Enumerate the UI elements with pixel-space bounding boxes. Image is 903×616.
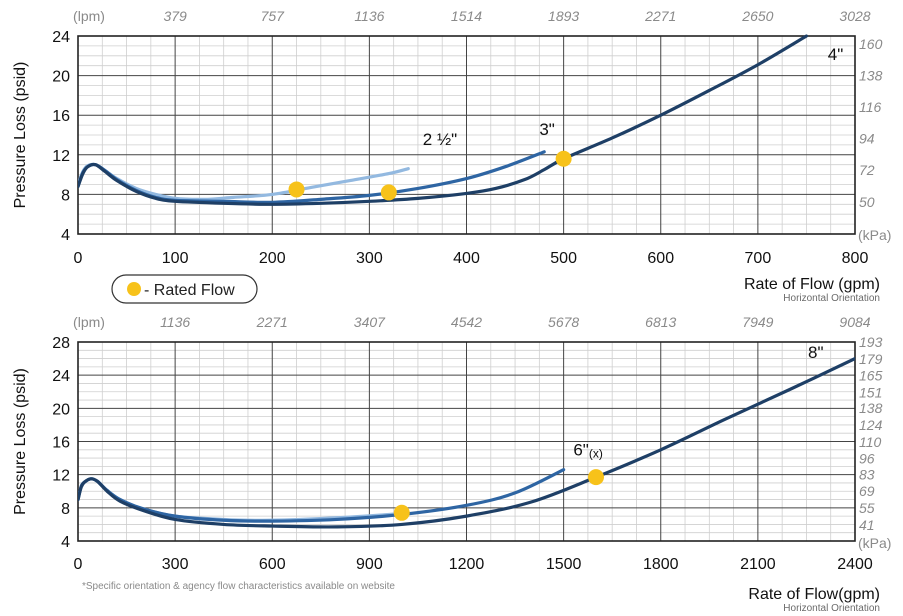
rated-flow-point: [588, 469, 604, 486]
right-tick-label: 110: [859, 434, 882, 450]
x-tick-label: 100: [162, 250, 189, 267]
series-annotation: 8": [808, 343, 824, 362]
y-tick-label: 8: [61, 187, 70, 204]
right-tick-label: 55: [859, 500, 875, 516]
y-tick-label: 12: [52, 148, 70, 165]
x-tick-label: 600: [647, 250, 674, 267]
top-tick-label: 2271: [644, 8, 676, 24]
footnote: *Specific orientation & agency flow char…: [82, 581, 395, 592]
series-line: [78, 34, 809, 206]
top-axis-unit: (lpm): [73, 314, 105, 330]
series-annotation: 6"(x): [573, 441, 603, 461]
top-tick-label: 757: [261, 8, 286, 24]
right-tick-label: 193: [859, 334, 883, 350]
top-tick-label: 3028: [839, 8, 870, 24]
y-tick-label: 4: [61, 227, 70, 244]
top-tick-label: 7949: [742, 314, 773, 330]
right-tick-label: 50: [859, 194, 875, 210]
right-tick-label: 94: [859, 131, 875, 147]
x-axis-title: Rate of Flow(gpm): [748, 586, 880, 603]
x-tick-label: 2400: [837, 556, 873, 573]
y-tick-label: 4: [61, 534, 70, 551]
y-tick-label: 16: [52, 435, 70, 452]
orientation-note: Horizontal Orientation: [783, 603, 880, 614]
top-tick-label: 5678: [548, 314, 579, 330]
x-tick-label: 500: [550, 250, 577, 267]
orientation-note: Horizontal Orientation: [783, 293, 880, 304]
right-tick-label: 69: [859, 483, 875, 499]
x-tick-label: 300: [162, 556, 189, 573]
x-tick-label: 200: [259, 250, 286, 267]
legend-marker: [127, 282, 141, 296]
right-tick-label: 165: [859, 368, 883, 384]
top-tick-label: 9084: [839, 314, 870, 330]
y-tick-label: 28: [52, 335, 70, 352]
right-tick-label: 83: [859, 466, 875, 482]
y-tick-label: 20: [52, 401, 70, 418]
top-tick-label: 1136: [160, 314, 190, 330]
series-annotation: 3": [539, 120, 555, 139]
right-axis-unit: (kPa): [858, 227, 891, 243]
plot-frame: [77, 35, 856, 235]
x-tick-label: 800: [842, 250, 869, 267]
top-tick-label: 2271: [256, 314, 288, 330]
rated-flow-point: [393, 504, 410, 521]
y-tick-label: 24: [52, 368, 70, 385]
right-tick-label: 124: [859, 417, 883, 433]
legend-box: [111, 274, 258, 304]
right-tick-label: 72: [859, 162, 875, 178]
y-tick-label: 8: [61, 501, 70, 518]
series-annotation: 2 ½": [423, 130, 457, 149]
series-line: [78, 356, 855, 529]
x-tick-label: 700: [745, 250, 772, 267]
x-tick-label: 1200: [449, 556, 485, 573]
top-tick-label: 3407: [354, 314, 386, 330]
rated-flow-legend: - Rated Flow: [111, 274, 258, 304]
x-tick-label: 900: [356, 556, 383, 573]
y-axis-title: Pressure Loss (psid): [12, 368, 29, 515]
x-axis-title: Rate of Flow (gpm): [744, 276, 880, 293]
right-axis-unit: (kPa): [858, 535, 891, 551]
x-tick-label: 300: [356, 250, 383, 267]
x-tick-label: 0: [74, 250, 83, 267]
top-tick-label: 1893: [548, 8, 579, 24]
top-tick-label: 2650: [741, 8, 773, 24]
rated-flow-point: [555, 150, 572, 167]
y-axis-title: Pressure Loss (psid): [12, 62, 29, 209]
right-tick-label: 116: [859, 99, 882, 115]
top-tick-label: 379: [163, 8, 187, 24]
x-tick-label: 400: [453, 250, 480, 267]
right-tick-label: 96: [859, 451, 875, 467]
chart-lower: 4 8 12 16 20 24 28 0 300 600 900 1200 1500 1800 2100 24…: [12, 314, 891, 614]
y-tick-label: 24: [52, 29, 70, 46]
y-tick-label: 12: [52, 468, 70, 485]
y-tick-label: 20: [52, 69, 70, 86]
top-axis-unit: (lpm): [73, 8, 105, 24]
right-tick-label: 151: [859, 385, 882, 401]
right-tick-label: 138: [859, 67, 883, 83]
y-tick-label: 16: [52, 108, 70, 125]
top-tick-label: 6813: [645, 314, 676, 330]
rated-flow-point: [288, 181, 305, 198]
x-tick-label: 0: [74, 556, 83, 573]
annotation-suffix: (x): [589, 447, 603, 461]
right-tick-label: 179: [859, 351, 883, 367]
x-tick-label: 2100: [740, 556, 776, 573]
legend-label: - Rated Flow: [144, 282, 235, 299]
right-tick-label: 41: [859, 517, 875, 533]
plot-frame: [77, 341, 856, 542]
x-tick-label: 1500: [546, 556, 582, 573]
top-tick-label: 4542: [451, 314, 482, 330]
chart-upper: 4 8 12 16 20 24 0 100 200 300 400 500 600 700 800 (lpm)…: [12, 8, 891, 304]
right-tick-label: 160: [859, 36, 883, 52]
top-tick-label: 1514: [451, 8, 482, 24]
x-tick-label: 600: [259, 556, 286, 573]
series-annotation: 4": [828, 45, 844, 64]
top-tick-label: 1136: [354, 8, 384, 24]
x-tick-label: 1800: [643, 556, 679, 573]
right-tick-label: 138: [859, 400, 883, 416]
rated-flow-point: [380, 184, 397, 201]
